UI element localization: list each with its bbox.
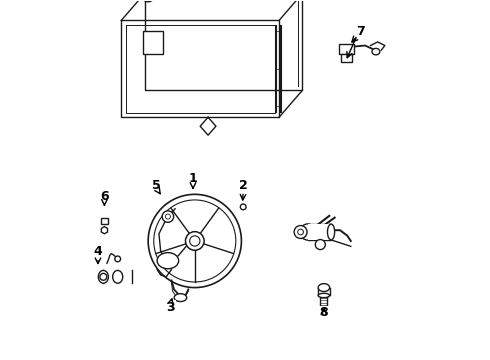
Ellipse shape xyxy=(327,224,335,240)
Text: 3: 3 xyxy=(167,301,175,314)
Circle shape xyxy=(240,204,246,210)
Ellipse shape xyxy=(113,270,122,283)
Circle shape xyxy=(298,229,303,235)
Circle shape xyxy=(190,236,200,246)
Ellipse shape xyxy=(318,284,330,292)
Circle shape xyxy=(142,0,155,2)
Text: 1: 1 xyxy=(189,172,197,185)
Text: 8: 8 xyxy=(319,306,328,319)
Bar xyxy=(143,31,163,54)
Circle shape xyxy=(100,273,107,280)
Ellipse shape xyxy=(318,293,330,298)
Text: 4: 4 xyxy=(94,245,102,258)
Bar xyxy=(339,44,354,54)
Circle shape xyxy=(315,239,325,249)
Polygon shape xyxy=(101,226,107,234)
Text: 5: 5 xyxy=(152,179,161,192)
Circle shape xyxy=(166,214,171,219)
Ellipse shape xyxy=(372,48,380,55)
Ellipse shape xyxy=(157,253,179,269)
Ellipse shape xyxy=(98,270,108,283)
Text: 2: 2 xyxy=(239,179,247,192)
Bar xyxy=(308,224,331,240)
Bar xyxy=(341,54,352,62)
Circle shape xyxy=(186,231,204,250)
Circle shape xyxy=(162,211,173,222)
Circle shape xyxy=(148,194,242,288)
Text: 7: 7 xyxy=(356,25,365,38)
Circle shape xyxy=(294,226,307,238)
Ellipse shape xyxy=(300,224,316,240)
Bar xyxy=(101,219,108,224)
Circle shape xyxy=(115,256,121,262)
Ellipse shape xyxy=(174,294,187,302)
Text: 6: 6 xyxy=(100,190,109,203)
